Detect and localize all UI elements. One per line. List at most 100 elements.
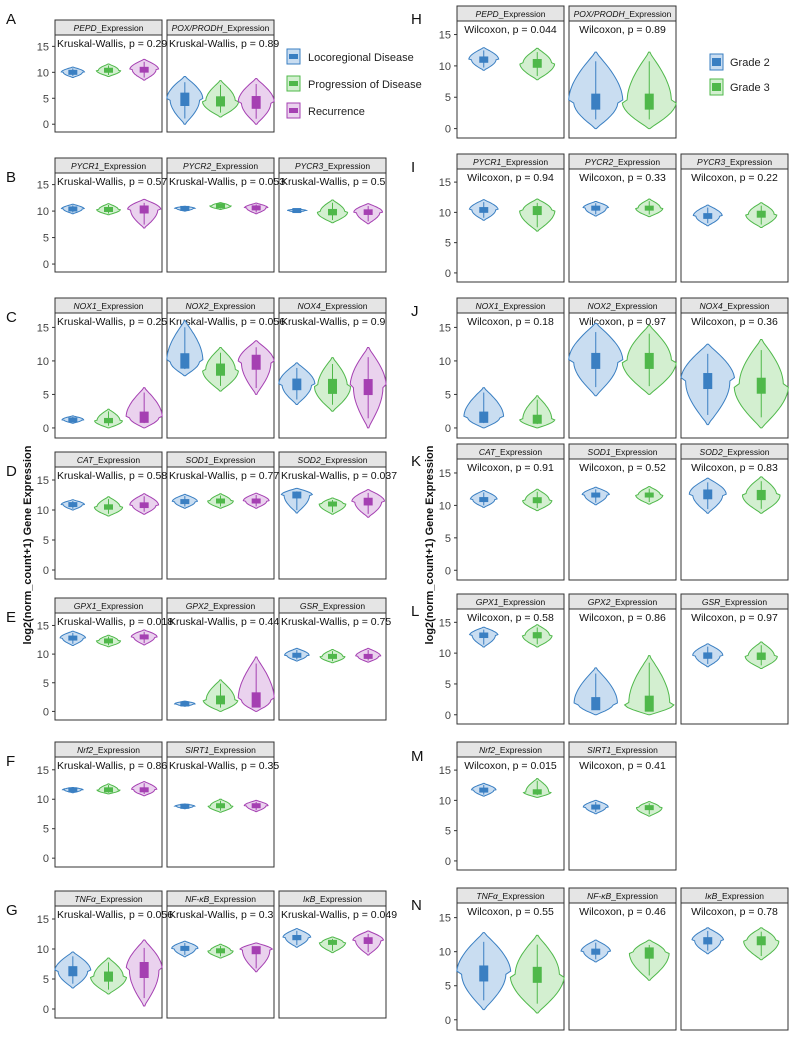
facet-gene: Nrf2 (77, 745, 93, 755)
y-tick-label: 0 (43, 706, 49, 718)
box-1 (532, 497, 542, 504)
y-tick-label: 5 (445, 981, 451, 993)
facet-frame (568, 902, 677, 1031)
p-value-label: Wilcoxon, p = 0.91 (467, 462, 554, 474)
y-tick-label: 0 (445, 710, 451, 722)
p-value-label: Kruskal-Wallis, p = 0.037 (281, 470, 397, 482)
box-1 (104, 67, 113, 73)
p-value-label: Wilcoxon, p = 0.22 (691, 172, 778, 184)
facet-suffix: _Expression (722, 447, 770, 457)
facet-J-0: NOX1_Expression Wilcoxon, p = 0.18 (456, 297, 565, 439)
box-0 (479, 965, 489, 982)
y-tick-label: 15 (37, 620, 49, 632)
box-0 (68, 966, 78, 977)
legend-item-right-1: Grade 3 (709, 78, 770, 96)
panel-letter-J: J (411, 303, 419, 320)
facet-suffix: _Expression (322, 161, 370, 171)
y-tick-label: 10 (439, 356, 451, 368)
box-0 (180, 353, 190, 369)
box-2 (363, 497, 373, 506)
facet-frame (456, 902, 565, 1031)
p-value-label: Kruskal-Wallis, p = 0.89 (169, 38, 279, 50)
facet-title: NOX2_Expression (588, 301, 658, 311)
facet-gene: NOX1 (74, 301, 97, 311)
box-2 (363, 937, 373, 944)
y-tick-label: 5 (445, 826, 451, 838)
legend-label-right-0: Grade 2 (730, 57, 770, 69)
p-value-label: Kruskal-Wallis, p = 0.57 (57, 176, 167, 188)
facet-H-1: POX/PRODH_Expression Wilcoxon, p = 0.89 (568, 5, 677, 139)
facet-frame (166, 756, 275, 868)
panel-letter-M: M (411, 748, 424, 765)
legend-swatch-box (712, 83, 721, 91)
facet-title: PYCR1_Expression (473, 157, 548, 167)
facet-A-1: POX/PRODH_Expression Kruskal-Wallis, p = … (166, 19, 279, 133)
facet-suffix: _Expression (92, 455, 140, 465)
facet-B-0: PYCR1_Expression Kruskal-Wallis, p = 0.57 (54, 157, 167, 273)
p-value-label: Wilcoxon, p = 0.52 (579, 462, 666, 474)
facet-H-0: PEPD_Expression Wilcoxon, p = 0.044 (456, 5, 565, 139)
legend-item-left-2: Recurrence (286, 102, 365, 119)
box-0 (68, 69, 78, 75)
facet-E-2: GSR_Expression Kruskal-Wallis, p = 0.75 (278, 597, 391, 721)
box-2 (139, 411, 149, 423)
box-0 (479, 632, 489, 639)
box-2 (139, 634, 149, 640)
facet-frame (278, 905, 387, 1019)
facet-title: PEPD_Expression (476, 9, 546, 19)
facet-suffix: _Expression (208, 894, 256, 904)
box-1 (216, 948, 225, 954)
facet-suffix: _Expression (96, 23, 144, 33)
facet-frame (54, 612, 163, 721)
box-0 (479, 207, 489, 213)
facet-suffix: _Expression (610, 447, 658, 457)
legend-left: Locoregional Disease Progression of Dise… (286, 48, 422, 119)
facet-frame (456, 608, 565, 725)
facet-suffix: _Expression (98, 161, 146, 171)
facet-gene: Nrf2 (479, 745, 495, 755)
p-value-label: Wilcoxon, p = 0.41 (579, 760, 666, 772)
facet-title: PYCR1_Expression (71, 161, 146, 171)
facet-A-0: PEPD_Expression Kruskal-Wallis, p = 0.29 (54, 19, 167, 133)
facet-suffix: _Expression (207, 601, 255, 611)
facet-suffix: _Expression (208, 301, 256, 311)
facet-suffix: _Expression (722, 301, 770, 311)
p-value-label: Wilcoxon, p = 0.46 (579, 906, 666, 918)
y-tick-label: 10 (439, 61, 451, 73)
p-value-label: Wilcoxon, p = 0.044 (464, 24, 557, 36)
p-value-label: Wilcoxon, p = 0.33 (579, 172, 666, 184)
y-tick-label: 15 (439, 765, 451, 777)
facet-title: NOX2_Expression (186, 301, 256, 311)
facet-title: TNFα_Expression (476, 891, 544, 901)
facet-gene: GPX1 (74, 601, 97, 611)
facet-frame (568, 458, 677, 581)
facet-gene: TNFα (476, 891, 499, 901)
legend-item-left-0: Locoregional Disease (286, 48, 414, 65)
facet-gene: NF-κB (587, 891, 611, 901)
box-1 (216, 498, 225, 504)
y-tick-label: 10 (37, 944, 49, 956)
legend-item-left-1: Progression of Disease (286, 75, 422, 92)
facet-frame (54, 172, 163, 273)
y-tick-label: 5 (445, 238, 451, 250)
facet-frame (680, 312, 789, 439)
facet-frame (456, 756, 565, 871)
y-tick-label: 15 (37, 475, 49, 487)
facet-frame (166, 612, 275, 721)
facet-frame (680, 608, 789, 725)
y-tick-label: 10 (439, 207, 451, 219)
box-1 (104, 971, 113, 982)
box-0 (68, 417, 78, 423)
facet-frame (456, 312, 565, 439)
facet-suffix: _Expression (222, 23, 270, 33)
box-1 (216, 695, 225, 705)
y-tick-label: 15 (439, 468, 451, 480)
